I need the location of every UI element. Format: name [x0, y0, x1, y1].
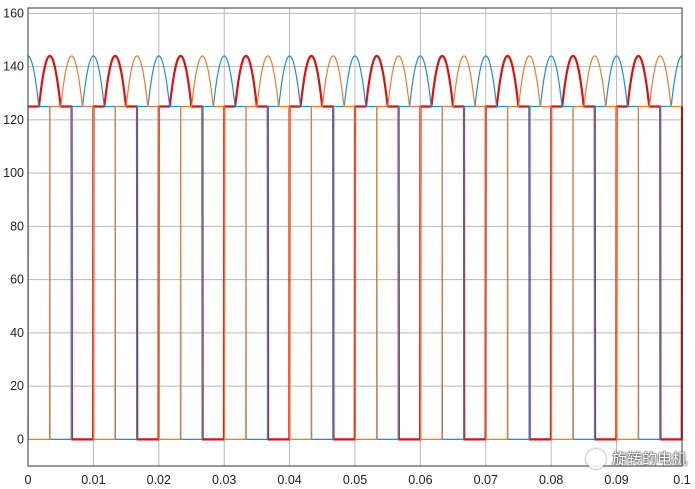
x-tick-label: 0.08 [539, 473, 563, 487]
y-tick-label: 20 [10, 379, 24, 393]
y-tick-label: 80 [10, 219, 24, 233]
y-tick-label: 40 [10, 326, 24, 340]
series-line-3 [27, 55, 683, 440]
y-tick-label: 120 [3, 113, 24, 127]
y-tick-label: 160 [3, 6, 24, 20]
x-tick-label: 0.07 [474, 473, 498, 487]
y-tick-label: 140 [3, 60, 24, 74]
x-tick-label: 0.06 [408, 473, 432, 487]
watermark: 旋转的电机 [585, 448, 687, 469]
x-tick-label: 0.1 [673, 473, 690, 487]
y-tick-label: 0 [17, 432, 24, 446]
watermark-text: 旋转的电机 [611, 450, 687, 468]
axes-frame [27, 7, 683, 467]
x-tick-label: 0 [25, 473, 32, 487]
y-tick-label: 60 [10, 273, 24, 287]
x-tick-label: 0.03 [212, 473, 236, 487]
x-tick-label: 0.05 [343, 473, 367, 487]
wechat-logo-icon [585, 448, 606, 469]
y-tick-label: 100 [3, 166, 24, 180]
x-tick-label: 0.04 [277, 473, 301, 487]
x-tick-label: 0.09 [604, 473, 628, 487]
x-tick-label: 0.02 [147, 473, 171, 487]
x-tick-label: 0.01 [81, 473, 105, 487]
